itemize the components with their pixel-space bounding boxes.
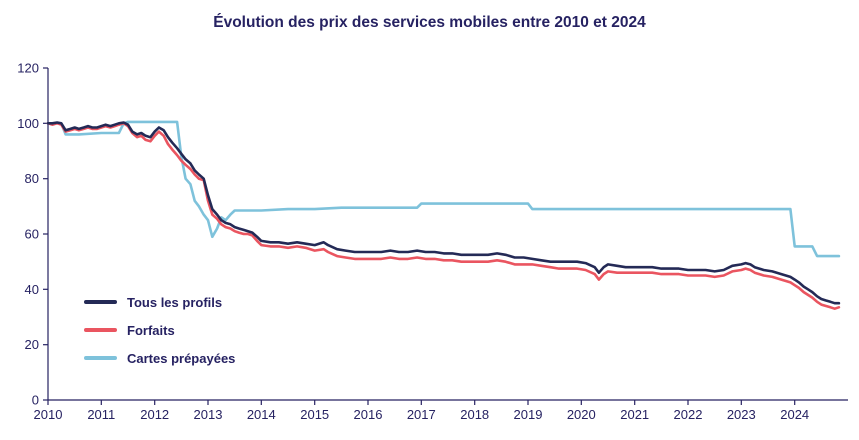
x-tick-label: 2019	[514, 407, 543, 422]
x-tick-label: 2012	[140, 407, 169, 422]
y-tick-label: 40	[25, 282, 39, 297]
legend-swatch	[84, 328, 117, 332]
legend-item-forfaits: Forfaits	[84, 316, 235, 344]
y-tick-label: 100	[17, 116, 39, 131]
y-tick-label: 60	[25, 227, 39, 242]
y-tick-label: 0	[32, 393, 39, 408]
x-tick-label: 2017	[407, 407, 436, 422]
legend-label: Forfaits	[127, 322, 175, 338]
x-tick-label: 2016	[354, 407, 383, 422]
x-tick-label: 2013	[194, 407, 223, 422]
legend-swatch	[84, 356, 117, 360]
x-tick-label: 2020	[567, 407, 596, 422]
x-tick-label: 2022	[674, 407, 703, 422]
x-tick-label: 2021	[620, 407, 649, 422]
x-tick-label: 2024	[780, 407, 809, 422]
x-tick-label: 2015	[300, 407, 329, 422]
x-tick-label: 2018	[460, 407, 489, 422]
x-tick-label: 2014	[247, 407, 276, 422]
legend-label: Cartes prépayées	[127, 350, 236, 366]
x-tick-label: 2011	[87, 407, 115, 422]
x-tick-label: 2010	[34, 407, 63, 422]
x-tick-label: 2023	[727, 407, 756, 422]
legend-item-tous-les-profils: Tous les profils	[84, 288, 235, 316]
legend-item-cartes-prepayees: Cartes prépayées	[84, 344, 235, 372]
y-tick-label: 20	[25, 337, 39, 352]
series-line-tous-les-profils	[46, 121, 841, 305]
legend-swatch	[84, 300, 117, 304]
chart-title: Évolution des prix des services mobiles …	[213, 14, 646, 31]
legend-label: Tous les profils	[127, 294, 223, 310]
y-tick-label: 80	[25, 171, 39, 186]
y-tick-label: 120	[17, 61, 39, 76]
chart-legend: Tous les profils Forfaits Cartes prépayé…	[84, 288, 235, 372]
series-line-forfaits	[46, 122, 841, 311]
series-line-cartes-prepayees	[46, 120, 841, 258]
